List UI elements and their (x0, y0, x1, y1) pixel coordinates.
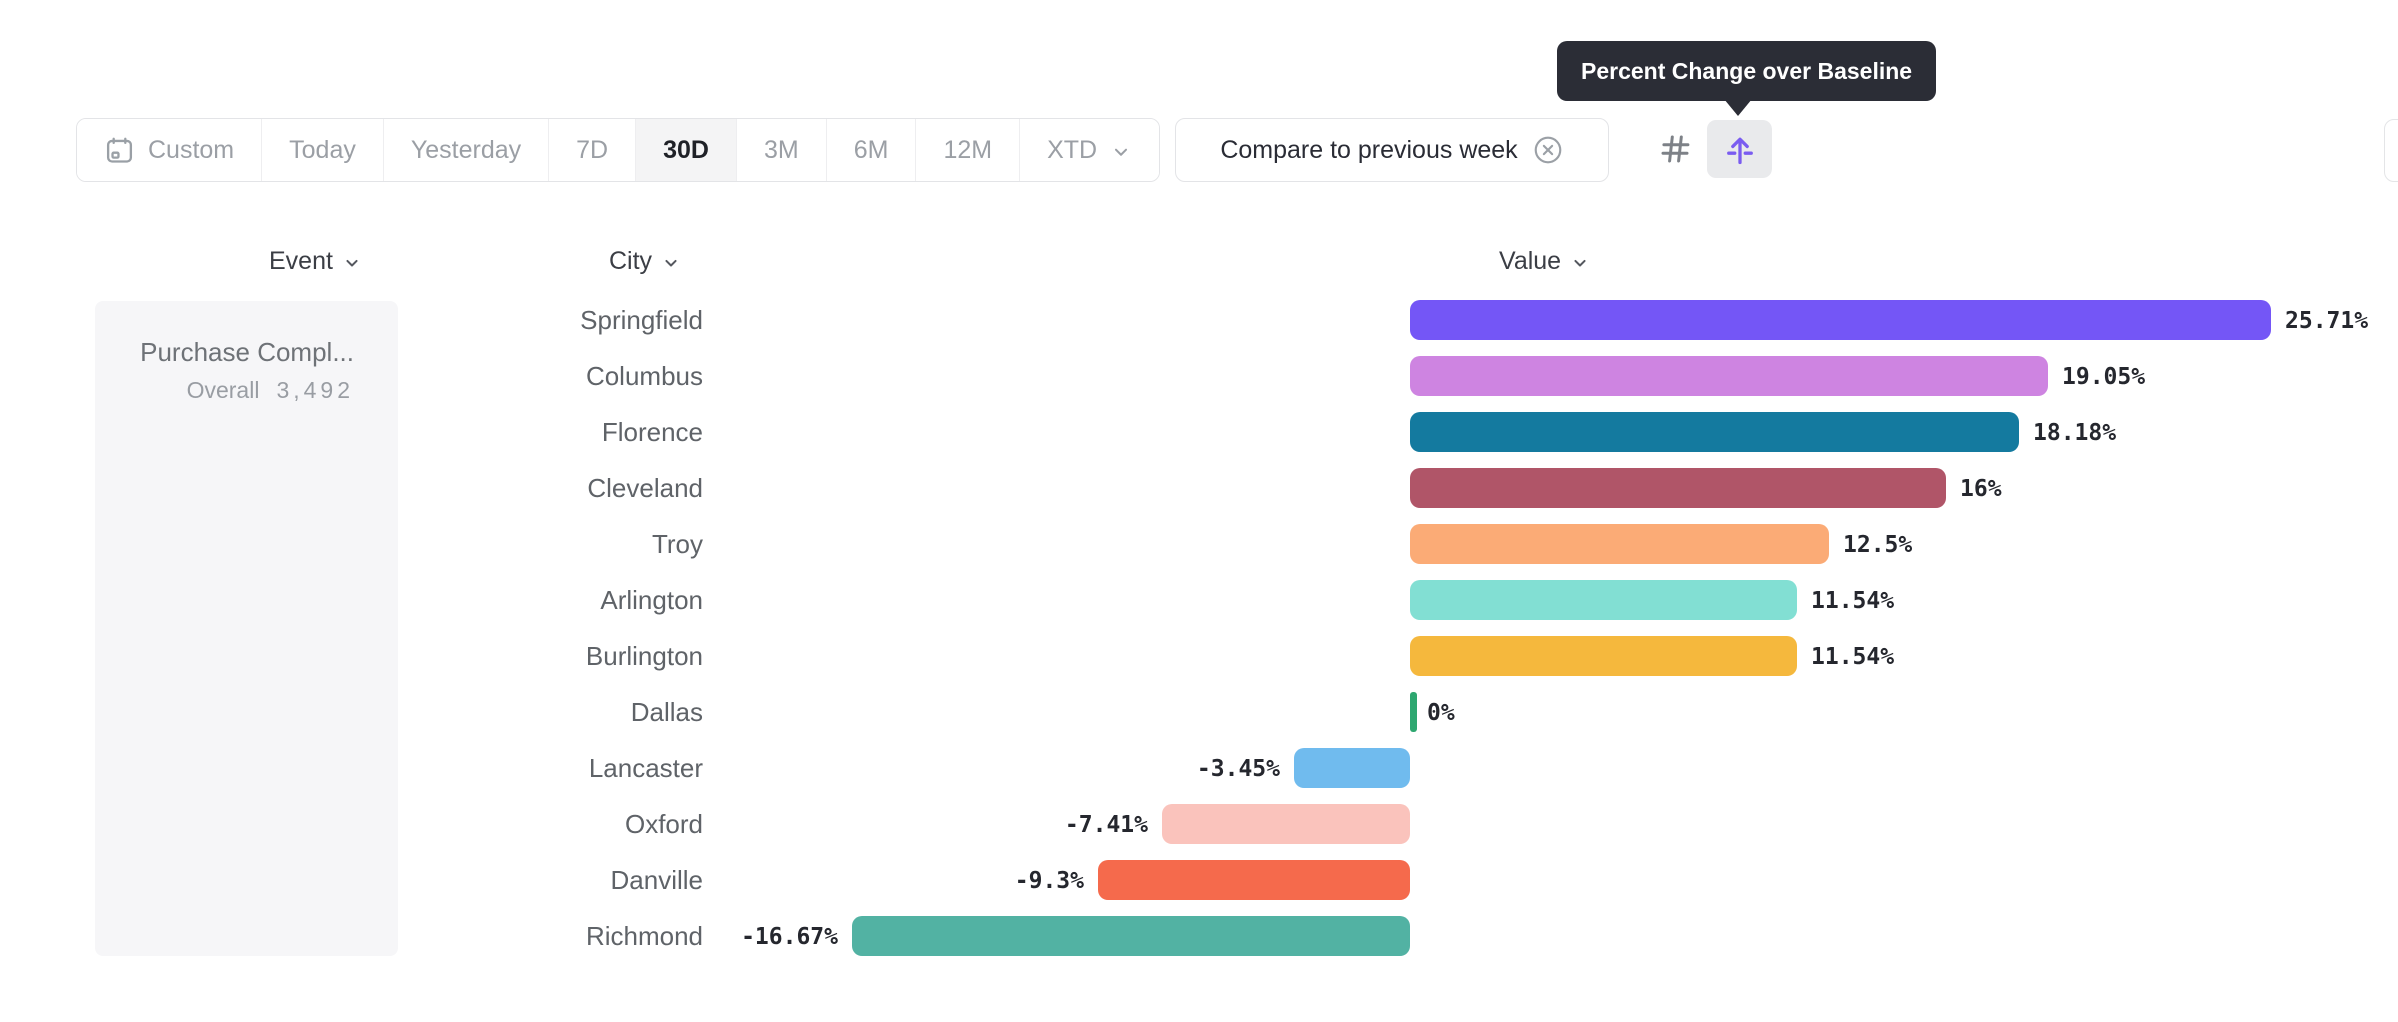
date-range-3m[interactable]: 3M (736, 119, 827, 181)
bar-dallas[interactable] (1410, 692, 1417, 732)
bar-danville[interactable] (1098, 860, 1410, 900)
event-overall: Overall 3,492 (187, 377, 354, 404)
chart-row-springfield: Springfield 25.71% (0, 292, 2398, 348)
date-range-12m[interactable]: 12M (916, 119, 1021, 181)
chart-view-toggle-group (1642, 120, 1772, 178)
date-range-custom[interactable]: Custom (77, 119, 263, 181)
city-label: Columbus (585, 361, 703, 391)
calendar-icon (104, 135, 135, 166)
value-label: 12.5% (1843, 532, 1913, 558)
column-header-event[interactable]: Event (269, 247, 362, 276)
date-range-xtd[interactable]: XTD (1020, 119, 1160, 181)
chevron-down-icon (1570, 253, 1590, 273)
bar-arlington[interactable] (1410, 580, 1797, 620)
city-label: Richmond (585, 921, 703, 951)
value-label: 25.71% (2285, 308, 2369, 334)
value-label: 19.05% (2062, 364, 2146, 390)
column-header-value[interactable]: Value (1499, 247, 1590, 276)
bar-troy[interactable] (1410, 524, 1829, 564)
compare-to-previous-button[interactable]: Compare to previous week (1175, 118, 1609, 182)
chart-row-danville: Danville -9.3% (0, 852, 2398, 908)
event-header-label: Event (269, 247, 333, 275)
bar-chart: Springfield 25.71% Columbus 19.05% Florence 1… (0, 292, 2398, 964)
chart-row-dallas: Dallas 0% (0, 684, 2398, 740)
bar-burlington[interactable] (1410, 636, 1797, 676)
overall-label: Overall (186, 377, 260, 403)
date-range-30d[interactable]: 30D (636, 119, 737, 181)
date-range-label: Custom (148, 135, 235, 164)
city-label: Lancaster (588, 753, 703, 783)
date-range-label: 30D (663, 135, 709, 164)
bar-florence[interactable] (1410, 412, 2019, 452)
chart-row-burlington: Burlington 11.54% (0, 628, 2398, 684)
date-range-label: Yesterday (410, 135, 522, 164)
chart-row-lancaster: Lancaster -3.45% (0, 740, 2398, 796)
city-label: Oxford (624, 809, 703, 839)
value-header-label: Value (1499, 247, 1562, 275)
value-label: 11.54% (1811, 588, 1895, 614)
chart-row-florence: Florence 18.18% (0, 404, 2398, 460)
city-label: Florence (601, 417, 703, 447)
chevron-down-icon (661, 253, 681, 273)
chart-row-richmond: Richmond -16.67% (0, 908, 2398, 964)
value-label: 16% (1960, 476, 2002, 502)
date-range-label: XTD (1047, 135, 1098, 164)
chart-row-troy: Troy 12.5% (0, 516, 2398, 572)
date-range-today[interactable]: Today (262, 119, 384, 181)
percent-change-baseline-view-button[interactable] (1707, 120, 1772, 178)
bar-cleveland[interactable] (1410, 468, 1946, 508)
date-range-label: 12M (943, 135, 993, 164)
chart-row-cleveland: Cleveland 16% (0, 460, 2398, 516)
date-range-6m[interactable]: 6M (826, 119, 917, 181)
value-label: 18.18% (2033, 420, 2117, 446)
date-range-7d[interactable]: 7D (549, 119, 637, 181)
remove-comparison-icon[interactable] (1532, 134, 1564, 166)
date-range-label: 6M (853, 135, 889, 164)
city-label: Burlington (585, 641, 703, 671)
chart-row-oxford: Oxford -7.41% (0, 796, 2398, 852)
date-range-label: Today (289, 135, 356, 164)
bar-columbus[interactable] (1410, 356, 2048, 396)
value-label: -16.67% (741, 924, 838, 950)
chevron-down-icon (342, 253, 362, 273)
value-label: 0% (1427, 700, 1455, 726)
city-label: Danville (610, 865, 704, 895)
matrix-view-button[interactable] (1642, 120, 1707, 178)
bar-oxford[interactable] (1162, 804, 1410, 844)
date-range-label: 3M (763, 135, 799, 164)
city-label: Cleveland (587, 473, 703, 503)
date-range-toolbar: Custom Today Yesterday 7D 30D 3M 6M 12M XTD (76, 118, 1161, 182)
tooltip-caret (1724, 99, 1752, 116)
value-label: -3.45% (1196, 756, 1280, 782)
event-panel[interactable]: Purchase Compl... Overall 3,492 (95, 301, 398, 956)
value-label: -9.3% (1014, 868, 1084, 894)
date-range-label: 7D (576, 135, 609, 164)
value-label: -7.41% (1064, 812, 1148, 838)
date-range-yesterday[interactable]: Yesterday (383, 119, 550, 181)
overall-value: 3,492 (276, 377, 354, 403)
chevron-down-icon (1110, 141, 1132, 163)
city-label: Dallas (630, 697, 703, 727)
column-header-city[interactable]: City (609, 247, 681, 276)
clipped-edge-button[interactable] (2384, 119, 2398, 182)
city-label: Arlington (600, 585, 703, 615)
bar-springfield[interactable] (1410, 300, 2271, 340)
city-header-label: City (609, 247, 653, 275)
baseline-arrow-icon (1722, 131, 1758, 167)
city-label: Troy (651, 529, 703, 559)
value-label: 11.54% (1811, 644, 1895, 670)
chart-mode-tooltip: Percent Change over Baseline (1557, 41, 1937, 101)
event-name: Purchase Compl... (140, 337, 354, 367)
bar-lancaster[interactable] (1294, 748, 1410, 788)
city-label: Springfield (580, 305, 703, 335)
bar-richmond[interactable] (852, 916, 1410, 956)
hash-icon (1657, 131, 1693, 167)
chart-row-arlington: Arlington 11.54% (0, 572, 2398, 628)
chart-row-columbus: Columbus 19.05% (0, 348, 2398, 404)
compare-label: Compare to previous week (1220, 135, 1518, 164)
